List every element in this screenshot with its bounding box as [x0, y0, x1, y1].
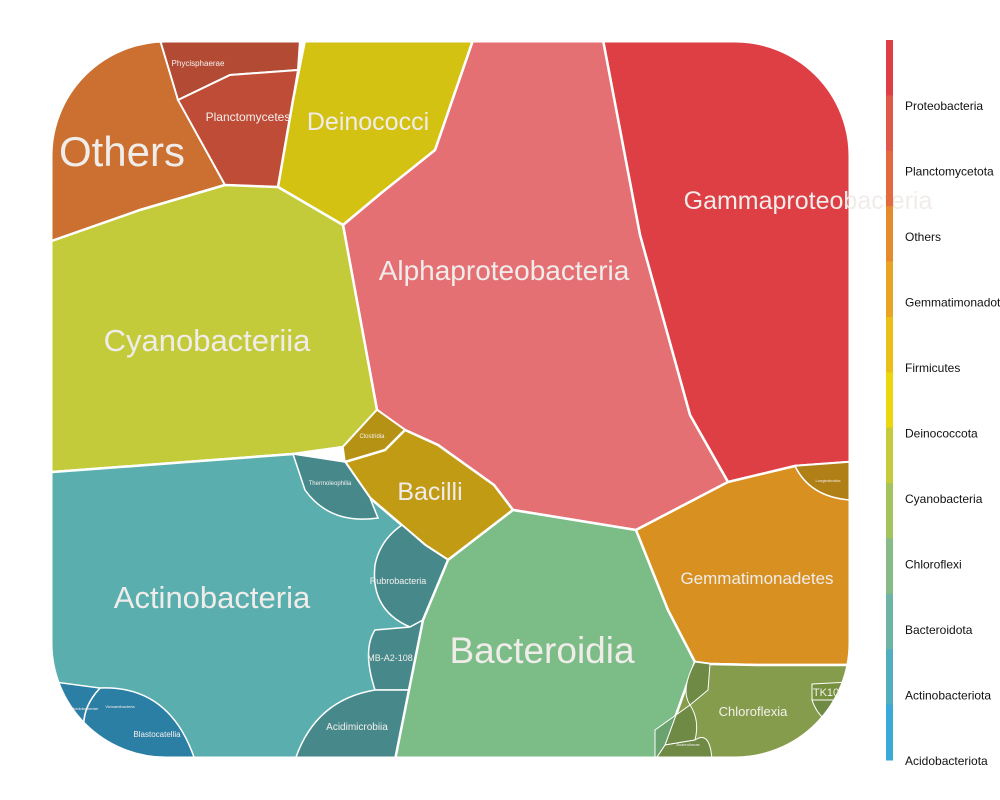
legend-color-segment: [886, 150, 893, 207]
label-mb-a2-108: MB-A2-108: [367, 653, 413, 663]
legend-label-proteobacteria: Proteobacteria: [905, 99, 983, 113]
treemap-area: [51, 41, 850, 758]
legend-color-segment: [886, 538, 893, 595]
legend-color-segment: [886, 427, 893, 484]
legend-color-segment: [886, 593, 893, 650]
cell-labels: Gammaproteobacteria Alphaproteobacteria …: [59, 59, 932, 747]
legend-color-segment: [886, 483, 893, 539]
legend-color-segment: [886, 372, 893, 429]
cell-chloroflexi-small-3: [685, 661, 711, 706]
cell-bacteroidota-small: [654, 713, 678, 758]
legend-color-segment: [886, 206, 893, 263]
label-actinobacteria: Actinobacteria: [114, 580, 311, 615]
legend-label-cyanobacteria: Cyanobacteria: [905, 492, 983, 506]
legend-labels: Proteobacteria Planctomycetota Others Gemma…: [905, 99, 1000, 768]
legend-label-planctomycetota: Planctomycetota: [905, 165, 994, 179]
cell-acidimicrobiia: [293, 689, 411, 758]
label-planctomycetes: Planctomycetes: [206, 110, 291, 124]
label-rubrobacteria: Rubrobacteria: [370, 576, 427, 586]
legend-label-firmicutes: Firmicutes: [905, 361, 960, 375]
legend-color-segment: [886, 95, 893, 152]
label-others: Others: [59, 128, 185, 175]
legend-color-segment: [886, 261, 893, 318]
label-chloroflexia: Chloroflexia: [719, 704, 788, 719]
legend-color-segment: [886, 316, 893, 373]
label-anaerolineae: Anaerolineae: [676, 742, 700, 747]
legend-label-acidobacteriota: Acidobacteriota: [905, 754, 988, 768]
label-gemmatimonadetes: Gemmatimonadetes: [680, 569, 833, 588]
label-blastocatellia: Blastocatellia: [133, 730, 181, 739]
legend-color-segment: [886, 704, 893, 761]
label-bacteroidia: Bacteroidia: [449, 630, 635, 671]
legend: Proteobacteria Planctomycetota Others Gemma…: [886, 40, 1000, 768]
legend-label-deinococcota: Deinococcota: [905, 427, 978, 441]
cell-deinococci: [276, 41, 475, 227]
treemap-border: [49, 39, 852, 760]
label-cyanobacteriia: Cyanobacteriia: [104, 323, 312, 358]
legend-label-others: Others: [905, 230, 941, 244]
label-acidobacteriae: Acidobacteriae: [72, 706, 99, 711]
label-longimicrobia: Longimicrobia: [816, 478, 842, 483]
label-clostridia: Clostridia: [359, 434, 385, 440]
legend-color-segment: [886, 40, 893, 96]
label-thermoleophilia: Thermoleophilia: [309, 481, 352, 487]
legend-label-chloroflexi: Chloroflexi: [905, 558, 962, 572]
label-bacilli: Bacilli: [397, 478, 462, 506]
label-acidimicrobiia: Acidimicrobiia: [326, 722, 388, 733]
legend-label-gemmatimonadota: Gemmatimonadota: [905, 296, 1000, 310]
label-deinococci: Deinococci: [307, 108, 429, 136]
label-gammaproteobacteria: Gammaproteobacteria: [684, 187, 933, 215]
label-alphaproteobacteria: Alphaproteobacteria: [379, 255, 630, 286]
label-phycisphaerae: Phycisphaerae: [172, 59, 225, 68]
label-vicinamibacteria: Vicinamibacteria: [105, 704, 135, 709]
label-tk10: TK10: [813, 687, 839, 699]
legend-color-bar: [886, 40, 897, 761]
legend-label-actinobacteriota: Actinobacteriota: [905, 689, 991, 703]
legend-label-bacteroidota: Bacteroidota: [905, 623, 973, 637]
legend-color-segment: [886, 649, 893, 706]
cell-thermoleophilia: [291, 453, 380, 520]
cell-anaerolineae: [654, 737, 713, 758]
